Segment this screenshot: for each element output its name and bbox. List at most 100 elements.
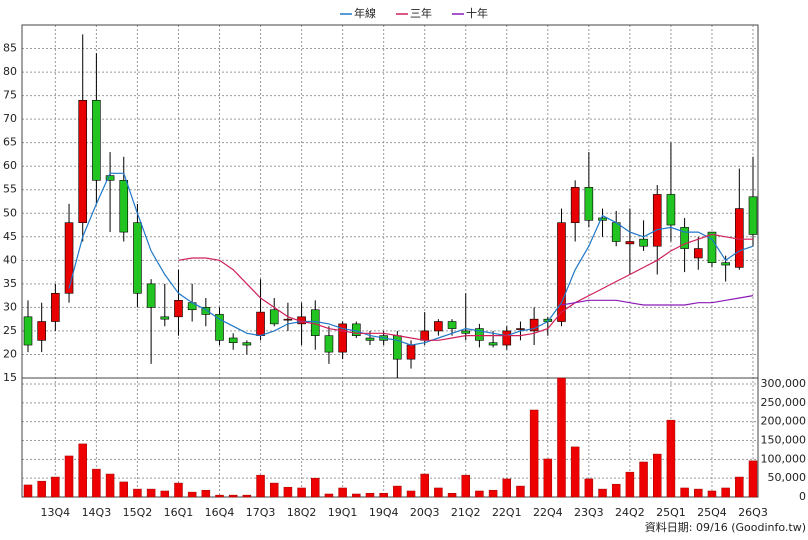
volume-bar [611, 483, 621, 498]
candle-body [639, 238, 648, 247]
x-tick-label: 16Q1 [164, 506, 194, 519]
volume-bar [64, 455, 74, 498]
candle-body [502, 330, 512, 346]
volume-bar [174, 482, 183, 498]
x-tick-label: 14Q3 [82, 506, 112, 519]
candle-body [666, 194, 676, 226]
candle-body [447, 321, 457, 329]
candle-body [105, 175, 115, 181]
volume-bar [23, 484, 33, 498]
volume-bar [201, 489, 211, 498]
y2-tick-label: 0 [799, 490, 806, 503]
y-tick-label: 55 [3, 183, 17, 196]
candle-body [420, 330, 429, 341]
candle-body [488, 342, 498, 346]
y2-tick-label: 250,000 [761, 396, 807, 409]
candle-body [215, 314, 224, 341]
candle-body [693, 248, 703, 259]
x-tick-label: 15Q2 [123, 506, 153, 519]
candle-body [78, 100, 88, 223]
line-series [178, 233, 753, 341]
volume-bar [187, 491, 197, 498]
y-tick-label: 40 [3, 253, 17, 266]
candle-body [707, 231, 717, 263]
volume-bar [652, 453, 662, 498]
volume-bar [666, 419, 676, 498]
candle-body [338, 323, 347, 353]
x-tick-label: 21Q2 [451, 506, 481, 519]
candle-body [406, 344, 416, 360]
volume-bar [146, 488, 156, 498]
candle-body [735, 208, 744, 268]
candle-body [680, 227, 689, 249]
volume-bar [598, 488, 607, 498]
x-tick-label: 22Q1 [492, 506, 522, 519]
x-tick-label: 22Q4 [533, 506, 563, 519]
volume-bar [434, 487, 443, 498]
volume-bar [639, 461, 648, 498]
y-tick-label: 35 [3, 277, 17, 290]
y2-tick-label: 100,000 [761, 452, 807, 465]
y-tick-label: 80 [3, 65, 17, 78]
x-tick-label: 26Q3 [738, 506, 768, 519]
volume-bar [256, 474, 265, 498]
volume-bar [242, 494, 252, 498]
candle-body [283, 318, 293, 321]
candle-body [51, 292, 60, 322]
candle-body [516, 328, 525, 330]
y-tick-label: 15 [3, 371, 17, 384]
line-series [68, 172, 754, 346]
volume-bar [721, 487, 730, 498]
volume-bar [352, 493, 361, 498]
y-tick-label: 50 [3, 206, 17, 219]
volume-bar [680, 487, 689, 498]
candle-body [652, 194, 662, 247]
x-tick-label: 23Q3 [574, 506, 604, 519]
volume-bar [543, 458, 553, 498]
y2-tick-label: 300,000 [761, 377, 807, 390]
y-tick-label: 85 [3, 42, 17, 55]
y-tick-label: 75 [3, 89, 17, 102]
y-tick-label: 60 [3, 159, 17, 172]
candle-body [37, 321, 46, 341]
candle-body [64, 222, 74, 294]
volume-bar [105, 473, 115, 498]
volume-bar [297, 487, 306, 498]
candle-body [625, 241, 635, 245]
volume-bar [92, 468, 101, 498]
candle-body [434, 321, 443, 332]
candle-body [174, 300, 183, 318]
volume-bar [160, 490, 170, 498]
candle-body [584, 187, 594, 221]
x-tick-label: 19Q1 [328, 506, 358, 519]
line-series [561, 295, 754, 306]
legend-label: 三年 [410, 6, 432, 20]
volume-bar [338, 487, 347, 498]
candle-body [570, 187, 580, 223]
candle-body [461, 330, 471, 334]
candle-body [310, 309, 320, 336]
candle-body [201, 307, 211, 315]
volume-bar [748, 460, 758, 498]
volume-bar [570, 446, 580, 498]
candle-body [324, 335, 334, 353]
volume-bar [324, 493, 334, 498]
volume-bar [461, 474, 470, 498]
volume-bar [133, 488, 142, 498]
candle-body [529, 318, 539, 332]
candle-body [256, 311, 265, 336]
volume-bar [215, 494, 224, 498]
volume-bar [283, 486, 293, 498]
y-tick-label: 45 [3, 230, 17, 243]
candle-body [242, 342, 252, 346]
volume-bar [365, 492, 375, 498]
volume-bar [475, 490, 484, 498]
volume-bar [37, 480, 46, 498]
volume-bar [584, 478, 594, 498]
candle-body [92, 100, 101, 181]
volume-bar [529, 409, 539, 498]
volume-frame [21, 377, 759, 498]
y2-tick-label: 150,000 [761, 434, 807, 447]
x-tick-label: 17Q3 [246, 506, 276, 519]
